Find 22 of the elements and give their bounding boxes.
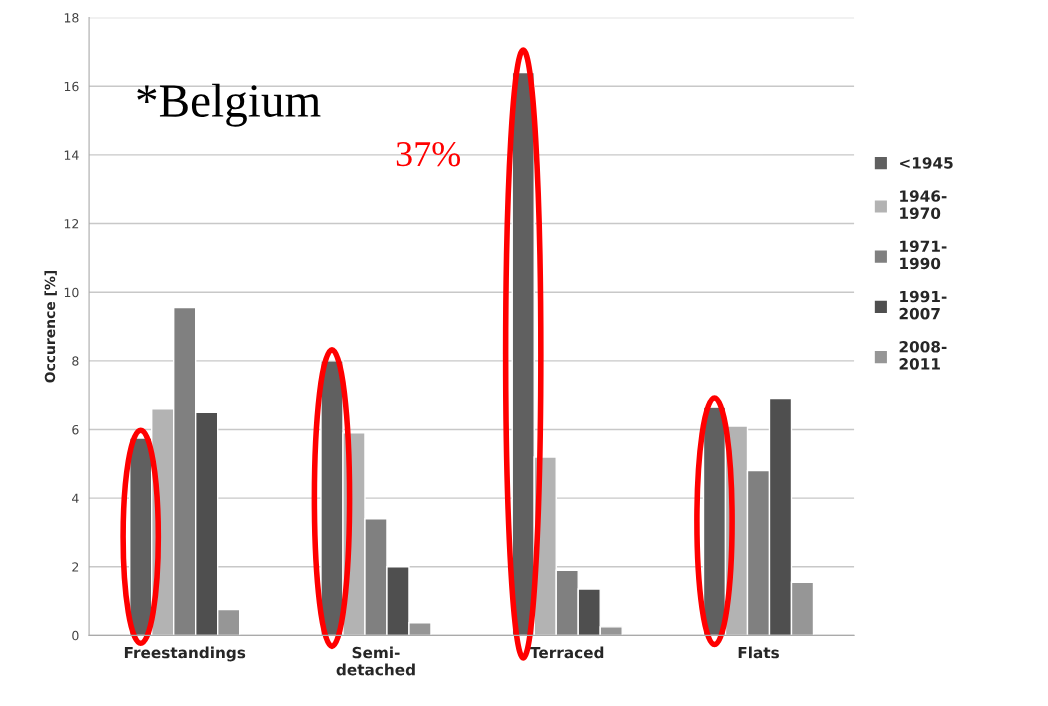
y-tick-label: 0 bbox=[72, 630, 79, 641]
x-tick-label: Freestandings bbox=[124, 646, 246, 662]
y-tick-label: 16 bbox=[64, 81, 79, 92]
y-tick-label: 10 bbox=[64, 287, 79, 298]
legend-label: 1971-1990 bbox=[900, 240, 947, 270]
legend-label: 1946-1970 bbox=[900, 190, 947, 219]
y-tick-label: 2 bbox=[72, 562, 79, 572]
y-tick-label: 4 bbox=[72, 493, 79, 503]
legend-label: <1945 bbox=[900, 157, 953, 169]
legend-label: 2008-2011 bbox=[899, 340, 947, 370]
y-axis-title: Occurence [%] bbox=[44, 271, 57, 383]
x-tick-label: Semi-detached bbox=[336, 646, 415, 676]
y-tick-label: 8 bbox=[72, 356, 79, 366]
y-tick-label: 12 bbox=[64, 219, 79, 229]
y-tick-label: 18 bbox=[64, 13, 79, 23]
x-tick-label: Flats bbox=[738, 646, 779, 659]
annotation: 37% bbox=[396, 141, 461, 167]
y-tick-label: 14 bbox=[64, 150, 79, 160]
legend-label: 1991-2007 bbox=[899, 290, 947, 320]
x-tick-label: Terraced bbox=[530, 646, 604, 659]
annotation: *Belgium bbox=[137, 83, 321, 127]
y-tick-label: 6 bbox=[72, 424, 79, 435]
